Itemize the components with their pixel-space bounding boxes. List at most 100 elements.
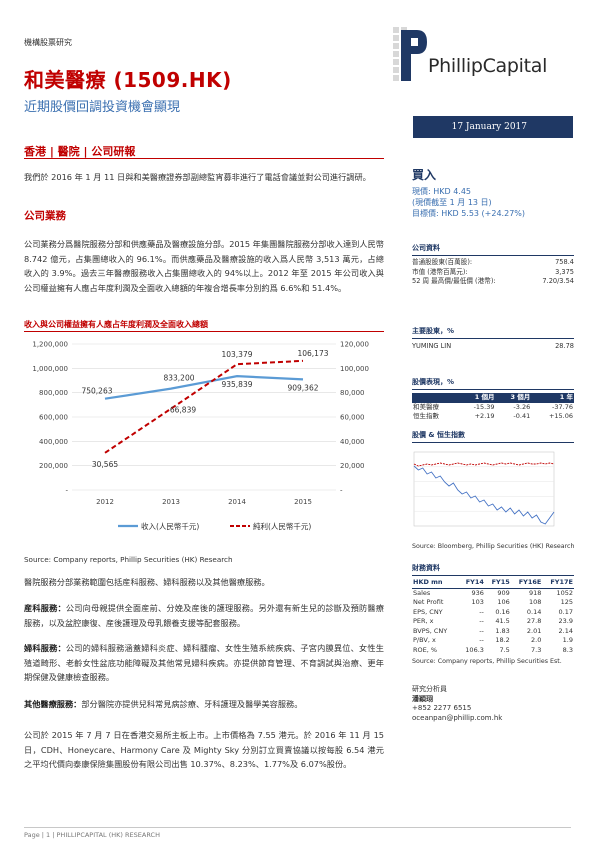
analyst-name: 潘穎珝 [412,694,433,703]
financials-cell: PER, x [413,617,434,625]
performance-row: 恒生指數 +2.19 -0.41 +15.06 [412,412,574,422]
target-price: 目標價: HKD 5.53 (+24.27%) [412,209,526,218]
financials-cell: 41.5 [495,617,510,625]
profit-data-label: 66,839 [170,406,196,415]
performance-cell: -0.41 [513,412,531,420]
company-data-row: 52 周 最高價/最低價 (港幣): 7.20/3.54 [412,277,574,287]
financials-cell: -- [479,617,484,625]
performance-block: 股價表現，% 1 個月 3 個月 1 年和美醫療 -15.39 -3.26 -37.76 恒… [412,377,574,422]
current-price: 現價: HKD 4.45 [412,187,472,196]
financials-cell: 2.0 [531,636,542,644]
analyst-label: 研究分析員 [412,685,447,693]
financials-cell: 7.5 [499,645,510,654]
financials-cell: 0.14 [526,607,542,616]
profit-data-label: 106,173 [297,349,328,358]
shareholder-name: YUMING LIN [412,342,452,350]
other-services-label: 其他醫療服務： [24,699,82,709]
financials-cell: ROE, % [413,645,438,654]
financials-cell: 8.3 [562,645,573,654]
chart-title-rule [24,331,384,332]
y-left-tick-label: 600,000 [39,414,68,422]
x-tick-label: 2014 [228,498,246,506]
financials-cell: 108 [528,598,542,606]
financials-cell: 27.8 [526,617,542,625]
financials-cell: 125 [560,598,573,606]
financials-cell: 1.9 [562,636,573,644]
revenue-series-line [104,375,304,400]
financials-cell: 0.16 [495,607,510,616]
mini-chart-source: Source: Bloomberg, Phillip Securities (H… [412,543,575,550]
x-tick-label: 2013 [162,498,180,506]
analyst-email[interactable]: oceanpan@phillip.com.hk [412,713,503,722]
financials-cell: -- [479,607,484,616]
y-right-tick-label: 80,000 [340,389,365,397]
obstetric-paragraph: 産科服務：公司向母親提供全面産前、分娩及産後的護理服務。另外還有新生兒的診斷及預… [24,603,384,628]
profit-data-label: 30,565 [92,460,118,469]
legend-revenue-label: 收入(人民幣千元) [141,521,199,531]
performance-row: 和美醫療 -15.39 -3.26 -37.76 [412,403,574,413]
financials-cell: EPS, CNY [413,607,443,616]
revenue-data-label: 750,263 [81,387,112,396]
y-right-tick-label: 120,000 [340,341,369,349]
financials-col-header: FY15 [484,578,511,589]
y-right-tick-label: 40,000 [340,438,365,446]
performance-cell: +2.19 [474,412,495,420]
financials-row: P/BV, x -- 18.2 2.0 1.9 [412,636,574,646]
financials-cell: 1052 [556,588,573,597]
financials-cell: 909 [497,588,510,597]
x-tick-label: 2012 [96,498,114,506]
company-data-heading: 公司資料 [412,243,574,256]
financials-col-header: FY14 [458,578,485,589]
company-data-block: 公司資料 普通股股東(百萬股): 758.4 市值 (港幣百萬元): 3,375 52 … [412,243,574,287]
chart-title: 收入與公司權益擁有人應占年度利潤及全面收入總額 [24,320,208,329]
listing-paragraph: 公司於 2015 年 7 月 7 日在香港交易所主板上市。上市價格為 7.55 … [24,730,384,769]
financials-cell: 1.83 [495,626,510,635]
financials-row: Net Profit 103 106 108 125 [412,598,574,608]
other-services-paragraph: 其他醫療服務：部分醫院亦提供兒科常見病診療、牙科護理及醫學美容服務。 [24,699,303,709]
company-data-key: 市值 (港幣百萬元): [412,267,468,276]
price-as-of: (現價截至 1 月 13 日) [412,198,492,207]
company-data-rows: 普通股股東(百萬股): 758.4 市值 (港幣百萬元): 3,375 52 周 最高價… [412,258,574,287]
hospital-services-paragraph: 醫院服務分部業務範圍包括産科服務、婦科服務以及其他醫療服務。 [24,577,270,587]
chart-source: Source: Company reports, Phillip Securit… [24,555,233,564]
mini-chart-block: 股價 & 恒生指數 [412,430,574,443]
financials-row: ROE, % 106.3 7.5 7.3 8.3 [412,646,574,656]
financials-heading: 財務資料 [412,563,574,576]
performance-cell: +15.06 [548,412,573,420]
performance-col-header: 1 年 [531,393,574,403]
y-left-tick-label: 1,000,000 [32,365,68,373]
shareholder-row: YUMING LIN 28.78 [412,342,574,352]
financials-cell: 103 [471,598,484,606]
report-subtitle: 近期股價回調投資機會顯現 [24,100,181,115]
y-left-tick-label: 200,000 [39,462,68,470]
financials-col-header: FY17E [542,578,574,589]
financials-cell: BVPS, CNY [413,626,448,635]
company-data-key: 普通股股東(百萬股): [412,258,473,266]
intro-paragraph: 我們於 2016 年 1 月 11 日與和美醫療證券部副總監宵募非進行了電話會議… [24,172,371,182]
analyst-block: 研究分析員 潘穎珝 +852 2277 6515 oceanpan@philli… [412,685,502,723]
financials-row: Sales 936 909 918 1052 [412,588,574,598]
mini-chart-frame [413,451,555,527]
y-left-tick-label: 400,000 [39,438,68,446]
stock-price-line [413,465,555,525]
revenue-data-label: 833,200 [163,374,194,383]
performance-cell: -3.26 [513,402,531,411]
financials-cell: Net Profit [413,598,444,606]
price-vs-index-chart [413,451,555,527]
financials-table: HKD mn FY14 FY15 FY16E FY17E Sales 936 909 918 10… [412,578,574,655]
financials-cell: 23.9 [558,617,573,625]
financials-cell: 18.2 [495,636,510,644]
report-date-bar: 17 January 2017 [413,116,573,138]
financials-cell: 0.17 [558,607,573,616]
financials-cell: -- [479,636,484,644]
company-data-row: 市值 (港幣百萬元): 3,375 [412,268,574,278]
rating-block: 現價: HKD 4.45 (現價截至 1 月 13 日) 目標價: HKD 5.… [412,186,525,219]
y-left-tick-label: - [65,487,68,495]
shareholder-value: 28.78 [555,342,574,350]
financials-cell: 2.01 [526,626,542,635]
financials-row: BVPS, CNY -- 1.83 2.01 2.14 [412,627,574,637]
brand-name: PhillipCapital [428,55,548,77]
performance-col-header [412,393,458,403]
report-tags: 香港 | 醫院 | 公司研報 [24,145,136,158]
company-title: 和美醫療 (1509.HK) [24,68,232,92]
